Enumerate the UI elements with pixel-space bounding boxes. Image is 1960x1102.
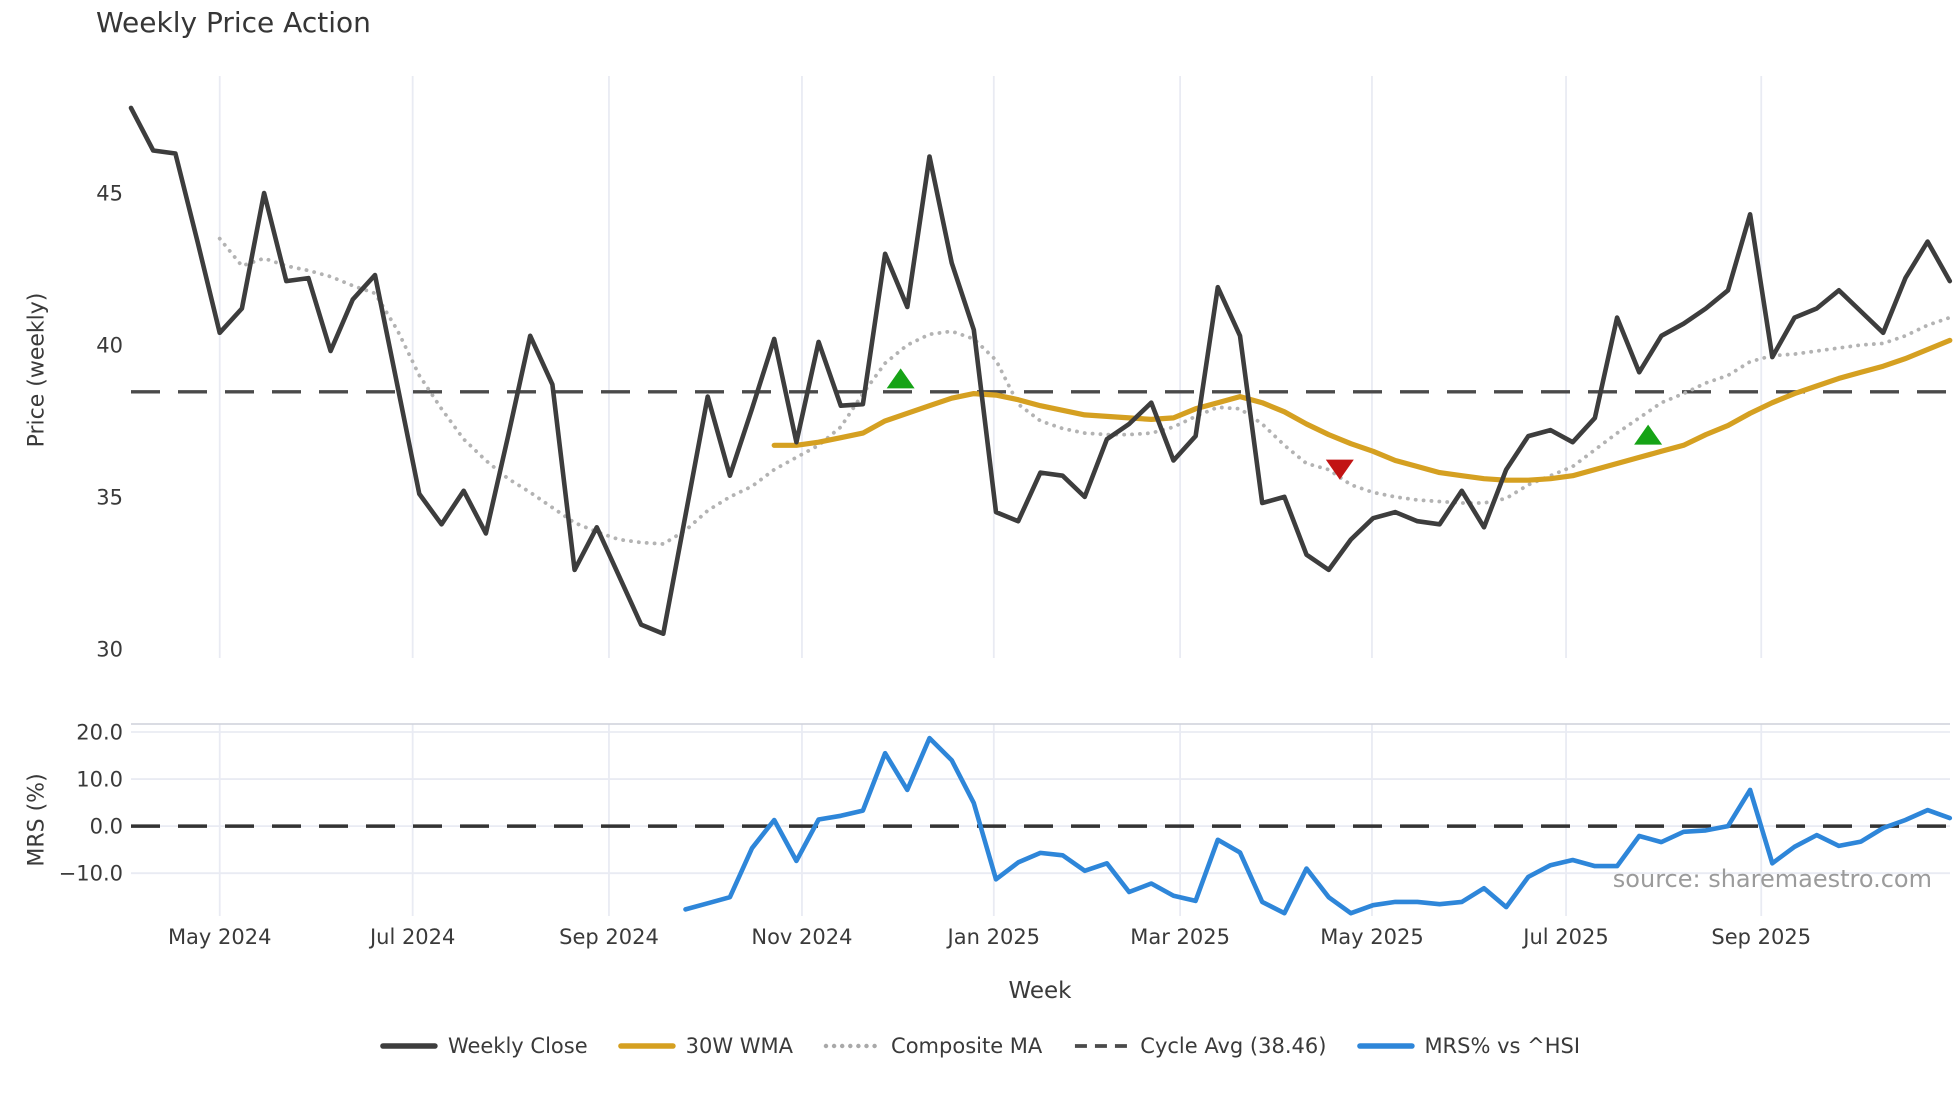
svg-text:45: 45 <box>96 182 123 206</box>
legend-label: 30W WMA <box>685 1034 794 1058</box>
legend-label: Composite MA <box>891 1034 1043 1058</box>
svg-text:Sep 2025: Sep 2025 <box>1711 925 1811 949</box>
svg-text:30: 30 <box>96 637 123 661</box>
svg-text:Nov 2024: Nov 2024 <box>751 925 852 949</box>
chart-title: Weekly Price Action <box>96 6 371 39</box>
source-credit: source: sharemaestro.com <box>1612 865 1932 893</box>
svg-text:Mar 2025: Mar 2025 <box>1130 925 1230 949</box>
legend-swatch-solid-icon <box>380 1043 438 1049</box>
svg-text:0.0: 0.0 <box>90 815 123 839</box>
legend-swatch-dashed-icon <box>1075 1044 1128 1048</box>
legend-item-mrs-vs-hsi: MRS% vs ^HSI <box>1356 1034 1580 1058</box>
svg-text:Sep 2024: Sep 2024 <box>559 925 659 949</box>
legend-swatch-solid-icon <box>617 1043 676 1049</box>
legend-label: Weekly Close <box>447 1034 588 1058</box>
svg-text:10.0: 10.0 <box>76 768 123 792</box>
legend-item-weekly-close: Weekly Close <box>380 1034 588 1058</box>
legend-label: Cycle Avg (38.46) <box>1140 1034 1327 1058</box>
svg-text:May 2025: May 2025 <box>1320 925 1424 949</box>
signal-markers <box>886 368 1663 480</box>
svg-text:−10.0: −10.0 <box>59 862 123 886</box>
svg-text:40: 40 <box>96 333 123 357</box>
reference-lines <box>131 390 1950 828</box>
legend-swatch-dotted-icon <box>823 1043 881 1049</box>
svg-text:Jul 2024: Jul 2024 <box>368 925 455 949</box>
svg-text:Jan 2025: Jan 2025 <box>946 925 1041 949</box>
price-axis-label: Price (weekly) <box>24 292 50 448</box>
legend-label: MRS% vs ^HSI <box>1424 1034 1581 1058</box>
legend-item-cycle-avg-38-46: Cycle Avg (38.46) <box>1072 1034 1326 1058</box>
mrs-axis-label: MRS (%) <box>24 773 50 867</box>
svg-text:20.0: 20.0 <box>76 721 123 745</box>
legend-swatch-solid-icon <box>1356 1043 1415 1049</box>
svg-text:35: 35 <box>96 485 123 509</box>
svg-text:May 2024: May 2024 <box>168 925 272 949</box>
svg-text:Jul 2025: Jul 2025 <box>1521 925 1608 949</box>
data-series <box>128 105 1953 916</box>
axis-tick-labels: 45 40 35 30 20.0 10.0 0.0 −10.0 May 2024 Jul 2024… <box>59 182 1811 949</box>
x-axis-label: Week <box>1008 978 1072 1004</box>
legend-item-30w-wma: 30W WMA <box>617 1034 794 1058</box>
gridlines <box>131 76 1950 916</box>
legend-item-composite-ma: Composite MA <box>823 1034 1042 1058</box>
legend: Weekly Close 30W WMA Composite MA Cycle Avg… <box>380 1034 1580 1058</box>
